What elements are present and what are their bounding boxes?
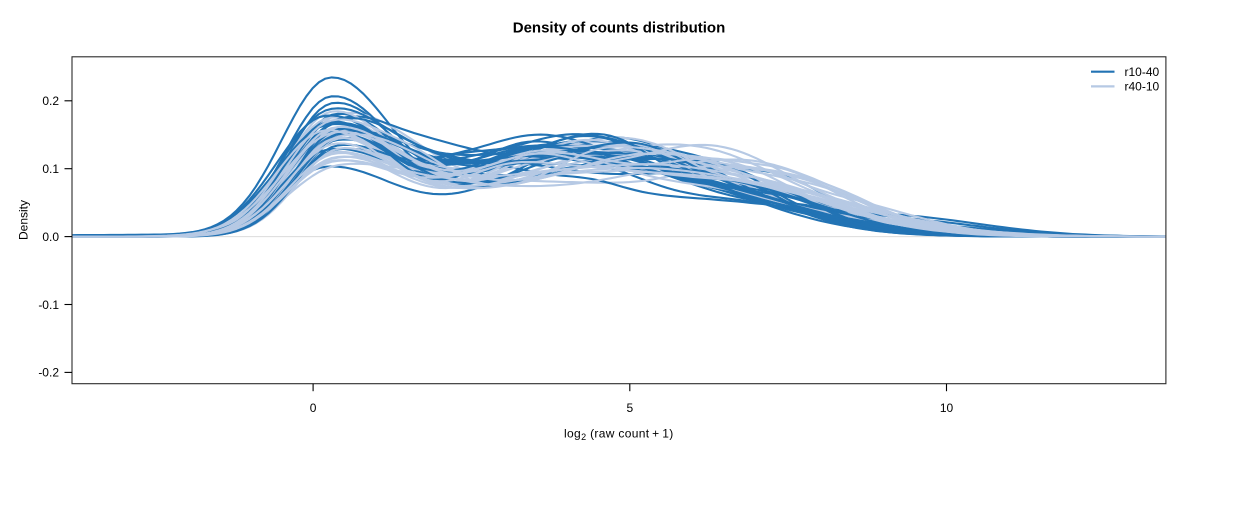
svg-text:r40-10: r40-10 (1125, 80, 1160, 94)
svg-text:-0.2: -0.2 (38, 366, 59, 380)
svg-text:10: 10 (940, 401, 954, 415)
svg-text:log2 (raw count + 1): log2 (raw count + 1) (564, 427, 673, 443)
svg-text:r10-40: r10-40 (1125, 65, 1160, 79)
svg-text:0: 0 (310, 401, 317, 415)
svg-text:Density of counts distribution: Density of counts distribution (513, 20, 726, 37)
svg-text:0.2: 0.2 (42, 94, 59, 108)
svg-text:0.1: 0.1 (42, 162, 59, 176)
svg-text:Density: Density (17, 200, 31, 240)
svg-text:0.0: 0.0 (42, 230, 59, 244)
svg-text:-0.1: -0.1 (38, 298, 59, 312)
svg-text:5: 5 (626, 401, 633, 415)
